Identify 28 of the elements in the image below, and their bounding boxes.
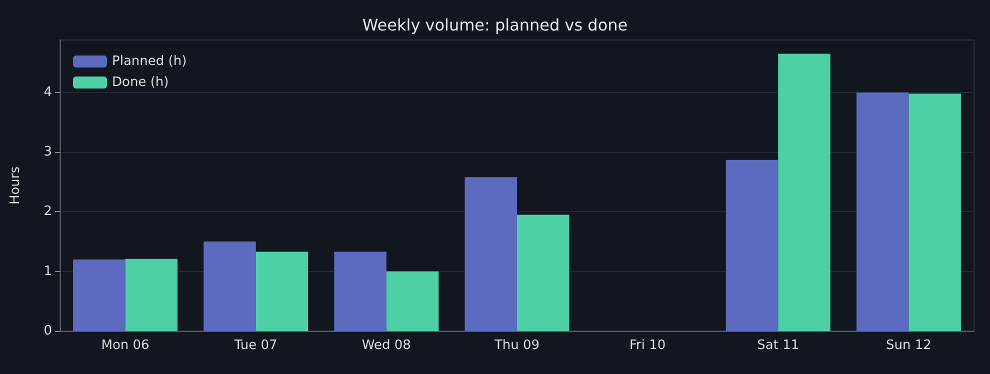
bar xyxy=(256,252,308,331)
chart-title: Weekly volume: planned vs done xyxy=(362,16,628,34)
y-tick-label: 3 xyxy=(44,144,52,160)
x-tick-label: Sat 11 xyxy=(757,338,800,353)
bar xyxy=(778,54,830,331)
x-tick-label: Sun 12 xyxy=(886,338,932,353)
y-tick-label: 4 xyxy=(44,84,52,100)
legend-label: Planned (h) xyxy=(112,54,187,69)
x-tick-label: Wed 08 xyxy=(362,338,411,353)
bar xyxy=(464,177,517,331)
bar xyxy=(204,242,256,331)
bar xyxy=(726,160,778,331)
x-tick-label: Fri 10 xyxy=(629,338,666,353)
y-tick-label: 1 xyxy=(44,264,52,279)
x-tick-label: Thu 09 xyxy=(493,338,540,353)
bar xyxy=(125,258,178,331)
bar xyxy=(73,259,126,331)
y-axis-title: Hours xyxy=(8,166,23,205)
bar xyxy=(334,252,386,331)
x-tick-label: Mon 06 xyxy=(101,338,150,353)
y-tick-label: 2 xyxy=(44,204,52,220)
bar xyxy=(856,92,909,331)
bar xyxy=(386,271,439,331)
y-tick-label: 0 xyxy=(44,324,52,338)
bar xyxy=(908,94,961,331)
bar xyxy=(517,214,570,331)
legend-label: Done (h) xyxy=(112,75,169,90)
x-tick-label: Tue 07 xyxy=(233,338,278,353)
